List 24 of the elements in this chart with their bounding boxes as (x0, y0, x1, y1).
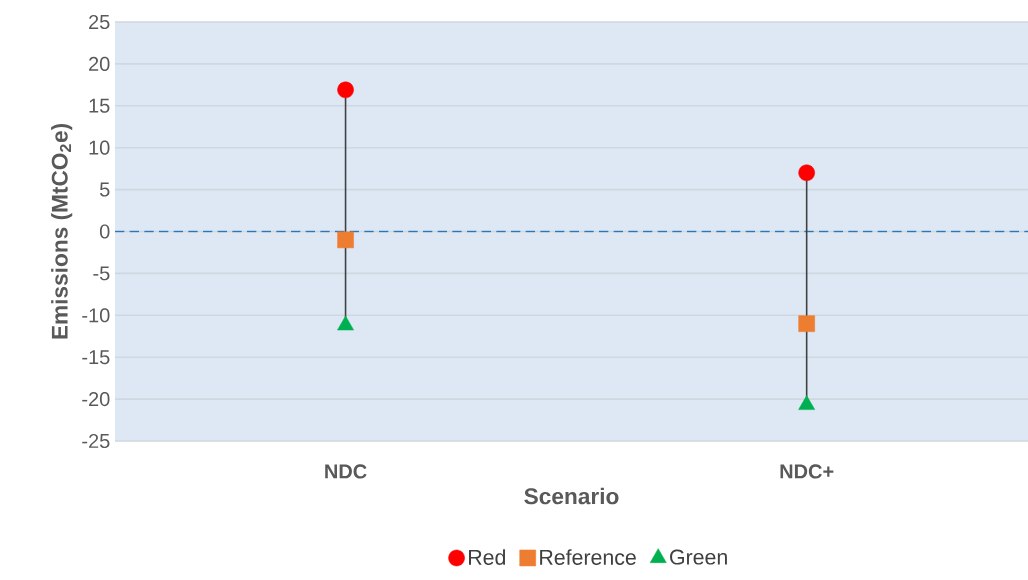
point (798, 395, 816, 410)
y-tick-label: 0 (99, 224, 110, 239)
y-tick-label: 10 (89, 140, 110, 155)
point (798, 315, 815, 332)
y-tick-label: 5 (99, 182, 110, 197)
y-tick-label: 20 (89, 56, 110, 71)
legend-label: Red (469, 549, 506, 565)
y-tick-label: 25 (89, 14, 110, 30)
y-axis-title: Emissions (MtCO$_{2}$e) (51, 123, 73, 339)
legend-label: Reference (540, 549, 636, 565)
y-tick-label: -5 (93, 266, 110, 281)
x-tick-label: NDC+ (780, 464, 834, 479)
y-tick-label: -25 (82, 433, 110, 449)
legend-label: Green (670, 549, 727, 565)
point (337, 231, 354, 249)
x-tick-label: NDC (325, 464, 367, 479)
y-tick-label: -15 (82, 350, 110, 365)
y-tick-label: -10 (82, 308, 110, 323)
y-tick-label: 15 (89, 98, 110, 113)
x-axis-title: Scenario (524, 487, 619, 505)
point (337, 81, 354, 99)
point (337, 315, 354, 331)
point (798, 164, 815, 182)
y-tick-label: -20 (82, 392, 110, 407)
